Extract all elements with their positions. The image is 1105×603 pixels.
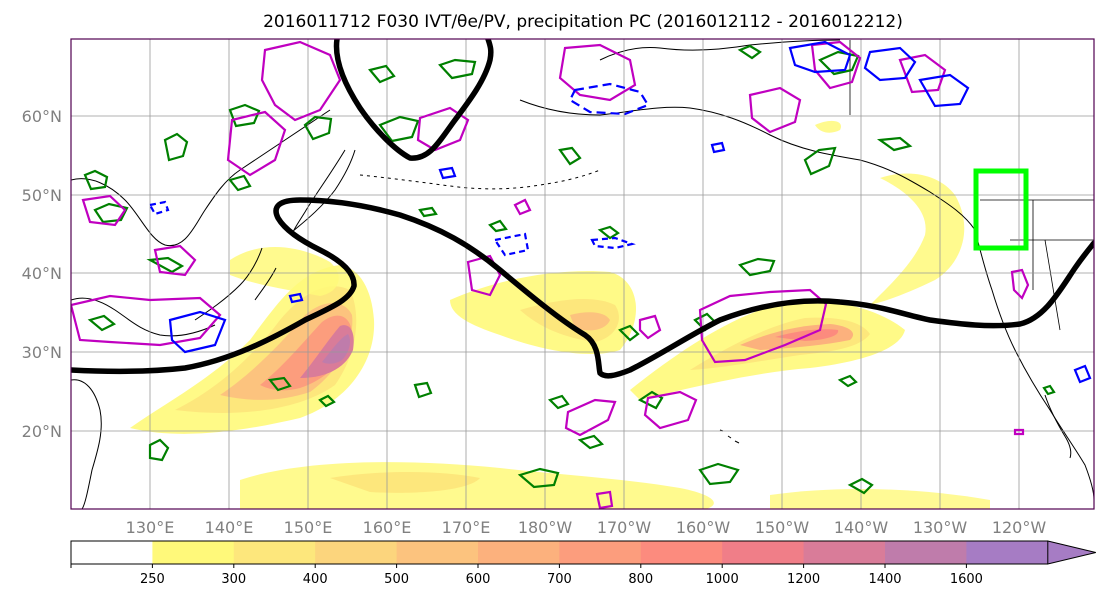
colorbar-tick-label: 800 <box>628 572 653 587</box>
colorbar-segment <box>396 541 479 564</box>
colorbar-tick-label: 1000 <box>706 572 739 587</box>
pv-high-contours <box>71 40 1030 509</box>
colorbar-segment <box>966 541 1049 564</box>
lon-label: 130°E <box>126 518 175 537</box>
colorbar-tick-label: 600 <box>466 572 491 587</box>
colorbar-segment <box>478 541 560 564</box>
map-panel <box>71 39 1094 509</box>
lon-label: 180°W <box>518 518 573 537</box>
colorbar-tick-label: 500 <box>384 572 409 587</box>
lat-label: 50°N <box>22 186 62 205</box>
map-frame <box>70 38 1095 510</box>
lon-label: 170°E <box>442 518 491 537</box>
colorbar-segment <box>885 541 967 564</box>
averaging-box <box>973 168 1029 251</box>
theta-e-contours <box>71 39 1094 379</box>
colorbar-segment <box>315 541 398 564</box>
colorbar-tick-label: 1400 <box>868 572 901 587</box>
colorbar-tick-label: 300 <box>221 572 246 587</box>
colorbar-segment <box>559 541 642 564</box>
lon-label: 140°E <box>205 518 254 537</box>
lon-label: 120°W <box>992 518 1047 537</box>
colorbar-tick-label: 250 <box>140 572 165 587</box>
lon-label: 140°W <box>834 518 889 537</box>
colorbar-segment <box>803 541 886 564</box>
precip-contours <box>83 44 1056 495</box>
colorbar-tick-label: 400 <box>303 572 328 587</box>
colorbar-segment <box>71 541 153 564</box>
pv-low-contours <box>148 40 1092 384</box>
lon-label: 160°W <box>676 518 731 537</box>
map-title: 2016011712 F030 IVT/θe/PV, precipitation… <box>263 12 903 32</box>
lat-label: 60°N <box>22 107 62 126</box>
colorbar-extend-arrow <box>1047 540 1096 565</box>
lon-label: 130°W <box>913 518 968 537</box>
colorbar-segment <box>640 541 723 564</box>
colorbar-segment <box>233 541 316 564</box>
lat-label: 20°N <box>22 422 62 441</box>
lon-label: 170°W <box>597 518 652 537</box>
lat-label: 40°N <box>22 264 62 283</box>
lon-label: 150°W <box>755 518 810 537</box>
colorbar-segment <box>152 541 235 564</box>
colorbar-tick-label: 700 <box>547 572 572 587</box>
lon-label: 150°E <box>284 518 333 537</box>
colorbar: 250 300 400 500 600 700 800 1000 1200 1400 1600 <box>70 540 1096 587</box>
longitude-labels: 130°E 140°E 150°E 160°E 170°E 180°W 170°… <box>126 518 1047 537</box>
lat-label: 30°N <box>22 343 62 362</box>
latitude-labels: 20°N 30°N 40°N 50°N 60°N <box>22 107 62 441</box>
colorbar-tick-label: 1200 <box>787 572 820 587</box>
colorbar-segment <box>722 541 805 564</box>
lon-label: 160°E <box>363 518 412 537</box>
colorbar-tick-label: 1600 <box>950 572 983 587</box>
